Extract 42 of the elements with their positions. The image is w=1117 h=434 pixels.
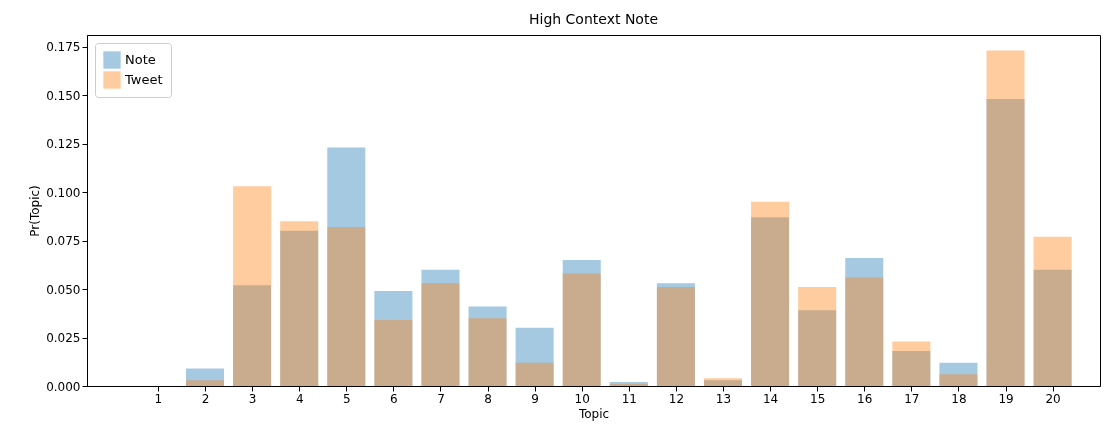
x-tick-label: 10 [574, 391, 590, 406]
y-tick-label: 0.075 [46, 234, 81, 249]
x-tick-label: 14 [762, 391, 779, 406]
x-tick-label: 9 [531, 391, 539, 406]
x-tick-label: 15 [810, 391, 826, 406]
bar [939, 374, 978, 386]
bar [892, 341, 931, 386]
bar [1033, 236, 1072, 386]
x-tick-label: 1 [154, 391, 163, 406]
x-tick-label: 5 [342, 391, 351, 406]
legend-label: Tweet [124, 72, 163, 87]
legend-label: Note [125, 52, 156, 67]
x-tick-label: 12 [668, 391, 685, 406]
x-tick-label: 8 [484, 391, 492, 406]
x-tick-label: 11 [621, 391, 637, 406]
y-tick-label: 0.150 [46, 88, 81, 103]
x-tick-label: 3 [248, 391, 257, 406]
x-tick-label: 16 [857, 391, 873, 406]
chart-title: High Context Note [528, 11, 659, 27]
bar [798, 287, 837, 386]
y-tick-label: 0.000 [46, 379, 81, 394]
x-tick-label: 2 [201, 391, 210, 406]
y-tick-label: 0.025 [46, 331, 81, 346]
y-tick-label: 0.100 [46, 185, 81, 200]
bar [185, 380, 225, 386]
x-tick-label: 7 [437, 391, 445, 406]
x-tick-label: 18 [951, 391, 967, 406]
y-axis-title: Pr(Topic) [28, 185, 43, 237]
x-tick-label: 6 [390, 391, 398, 406]
x-tick-label: 19 [998, 391, 1014, 406]
y-tick-label: 0.050 [46, 282, 81, 297]
x-tick-label: 13 [715, 391, 732, 406]
x-tick-label: 20 [1045, 391, 1061, 406]
x-tick-label: 4 [295, 391, 304, 406]
bar [327, 226, 366, 386]
x-tick-label: 17 [904, 391, 920, 406]
bar [515, 362, 554, 386]
bar [374, 320, 413, 386]
y-tick-label: 0.175 [46, 40, 81, 55]
y-tick-label: 0.125 [46, 137, 81, 152]
x-axis-title: Topic [577, 406, 610, 421]
bar [233, 186, 272, 386]
